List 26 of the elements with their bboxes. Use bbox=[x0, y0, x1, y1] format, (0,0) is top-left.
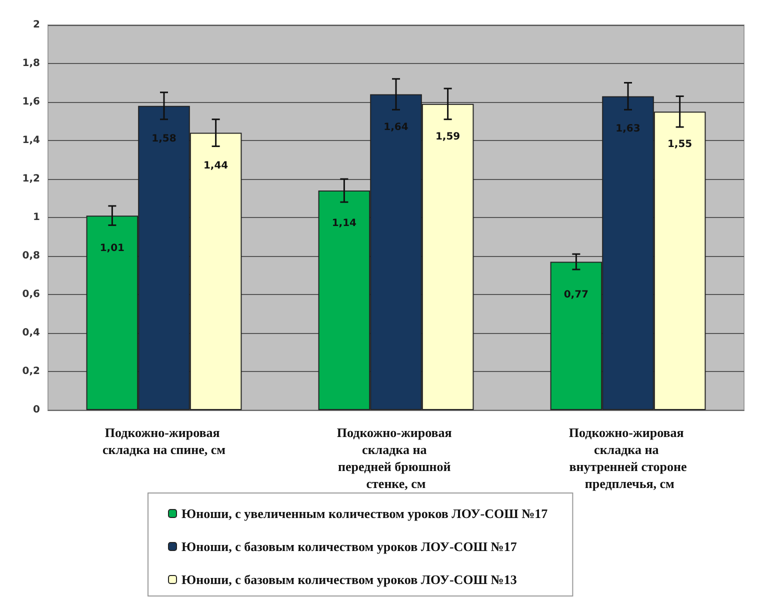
y-tick-label: 1 bbox=[33, 212, 40, 223]
data-label: 1,58 bbox=[152, 133, 176, 144]
data-label: 1,55 bbox=[667, 139, 692, 150]
data-label: 0,77 bbox=[564, 289, 589, 300]
data-label: 1,01 bbox=[100, 243, 125, 254]
x-tick-label: Подкожно-жировая складка на спине, см bbox=[102, 425, 226, 457]
data-label: 1,63 bbox=[616, 124, 640, 135]
y-tick-label: 0,2 bbox=[22, 366, 40, 377]
x-tick-label: Подкожно-жировая складка на передней брюшной стенке, см bbox=[336, 425, 456, 491]
y-tick-label: 0 bbox=[33, 404, 40, 416]
y-tick-label: 0,6 bbox=[22, 289, 40, 300]
y-tick-label: 2 bbox=[33, 20, 40, 30]
y-tick-label: 0,8 bbox=[22, 250, 40, 262]
data-label: 1,59 bbox=[435, 131, 460, 142]
y-tick-label: 1,4 bbox=[22, 135, 40, 146]
data-label: 1,44 bbox=[203, 160, 228, 172]
y-tick-label: 0,4 bbox=[22, 328, 40, 338]
y-tick-label: 1,6 bbox=[22, 96, 40, 108]
y-tick-label: 1,2 bbox=[22, 174, 40, 184]
legend-label: Юноши, с базовым количеством уроков ЛОУ-СОШ №13 bbox=[182, 572, 518, 587]
legend-label: Юноши, с увеличенным количеством уроков ЛОУ-СОШ №17 bbox=[182, 506, 548, 521]
x-tick-label: Подкожно-жировая складка на внутренней стороне предплечья, см bbox=[568, 425, 688, 491]
data-label: 1,14 bbox=[332, 218, 357, 230]
data-label: 1,64 bbox=[384, 122, 408, 133]
y-tick-label: 1,8 bbox=[22, 58, 40, 69]
legend-label: Юноши, с базовым количеством уроков ЛОУ-СОШ №17 bbox=[182, 539, 518, 554]
